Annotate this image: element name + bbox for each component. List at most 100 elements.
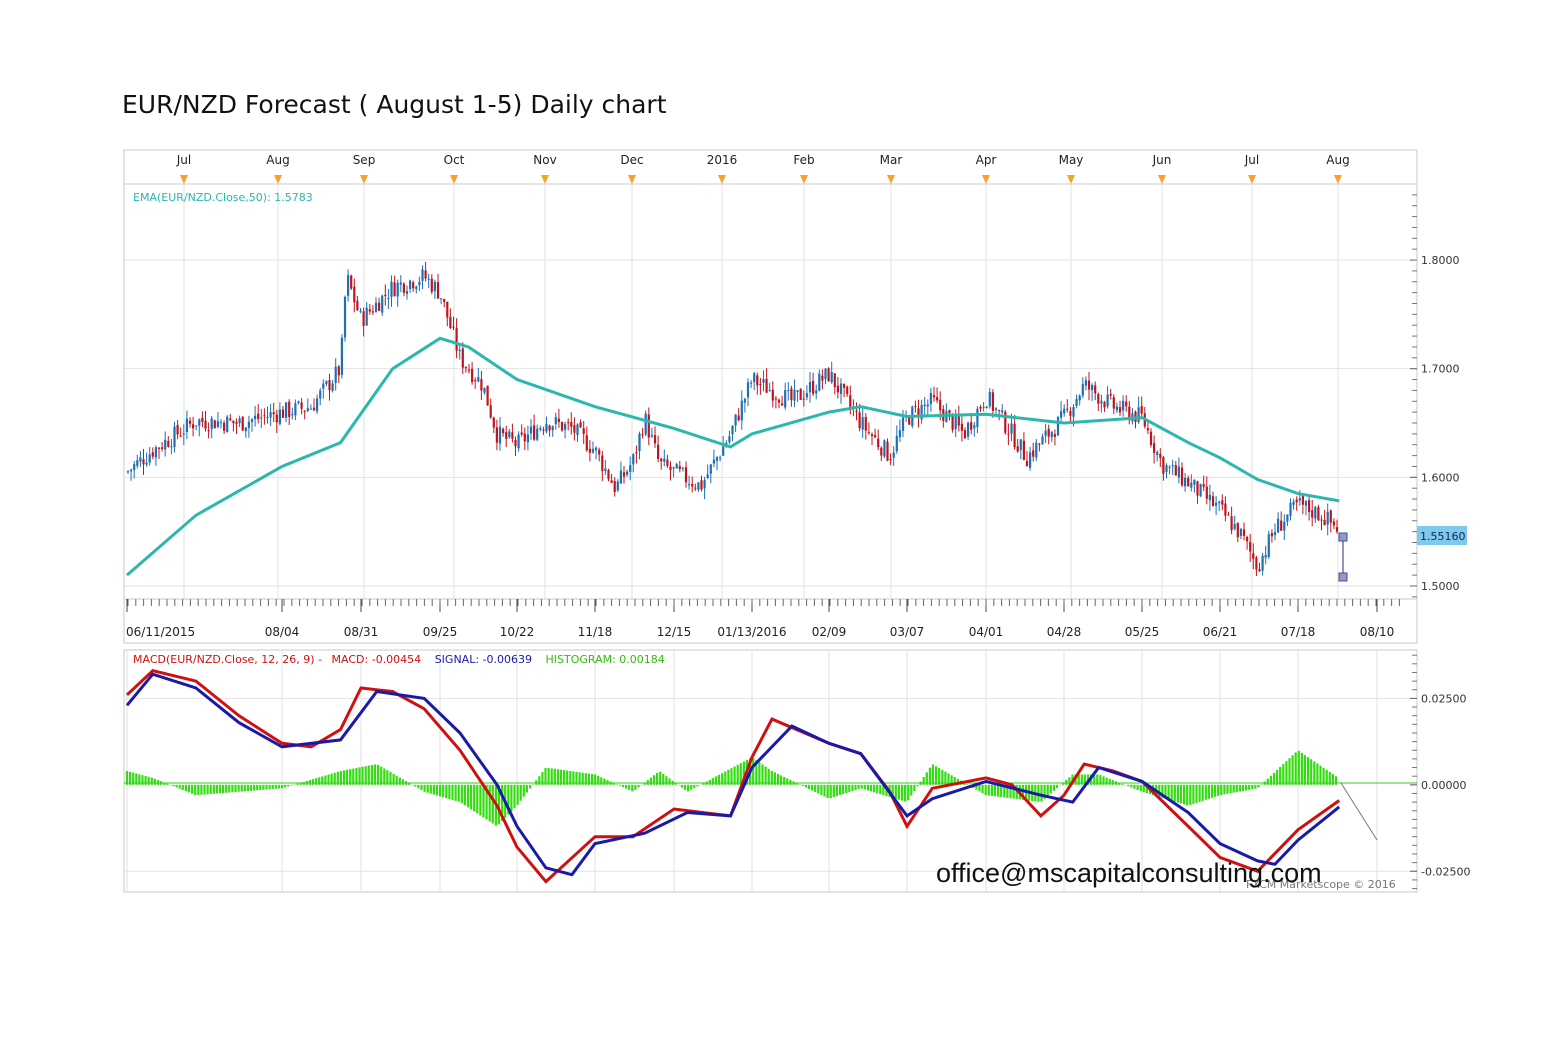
candle-body xyxy=(629,465,632,472)
date-label: 02/09 xyxy=(812,625,847,639)
candle-body xyxy=(396,282,399,297)
candle-body xyxy=(598,449,601,455)
histogram-bar xyxy=(243,784,246,792)
histogram-bar xyxy=(1161,784,1164,798)
candle-body xyxy=(378,302,381,311)
histogram-bar xyxy=(485,784,488,820)
histogram-bar xyxy=(1307,757,1310,785)
price-projection[interactable] xyxy=(1338,532,1348,582)
candle-body xyxy=(545,424,548,432)
histogram-bar xyxy=(1049,784,1052,794)
candle-body xyxy=(777,399,781,403)
candle-body xyxy=(1174,465,1177,476)
histogram-bar xyxy=(947,773,950,785)
ema-label: EMA(EUR/NZD.Close,50): 1.5783 xyxy=(133,191,313,204)
candle-body xyxy=(402,283,405,293)
histogram-bar xyxy=(1046,784,1049,797)
histogram-bar xyxy=(166,783,169,785)
candle-body xyxy=(505,432,508,439)
histogram-bar xyxy=(556,769,559,785)
macd-tick-label: 0.02500 xyxy=(1421,692,1467,705)
candle-body xyxy=(148,454,151,463)
histogram-bar xyxy=(752,758,755,785)
histogram-bar xyxy=(897,784,900,800)
candle-body xyxy=(1314,506,1317,519)
candle-body xyxy=(241,416,244,431)
candle-body xyxy=(263,415,266,417)
candle-body xyxy=(994,408,998,411)
histogram-bar xyxy=(931,764,935,785)
candle-body xyxy=(1025,460,1029,467)
candle-body xyxy=(198,419,201,426)
histogram-bar xyxy=(736,764,739,785)
candle-body xyxy=(768,389,771,391)
histogram-bar xyxy=(1189,784,1192,805)
histogram-bar xyxy=(742,761,745,785)
histogram-bar xyxy=(141,775,144,785)
candle-body xyxy=(1091,384,1094,391)
candle-body xyxy=(176,425,179,435)
candle-body xyxy=(898,430,901,438)
histogram-bar xyxy=(882,784,885,796)
candle-body xyxy=(833,373,836,388)
candle-body xyxy=(1038,443,1041,445)
date-label: 04/01 xyxy=(969,625,1004,639)
candle-body xyxy=(1199,484,1202,497)
candle-body xyxy=(1211,496,1215,506)
candle-body xyxy=(139,457,142,462)
histogram-bar xyxy=(172,784,175,787)
candle-body xyxy=(157,447,161,449)
histogram-bar xyxy=(466,784,470,808)
histogram-bar xyxy=(597,775,600,785)
candle-body xyxy=(1308,500,1311,513)
candle-body xyxy=(1255,557,1258,570)
candle-body xyxy=(517,434,520,449)
month-marker xyxy=(628,175,636,184)
candle-body xyxy=(892,452,895,458)
candle-body xyxy=(1252,553,1255,559)
month-strip xyxy=(123,149,1418,185)
histogram-bar xyxy=(1186,784,1189,806)
candle-body xyxy=(204,420,207,429)
histogram-bar xyxy=(1232,784,1235,793)
histogram-bar xyxy=(640,784,643,786)
histogram-bar xyxy=(987,784,990,796)
histogram-bar xyxy=(426,784,429,793)
histogram-bar xyxy=(739,763,742,785)
candle-body xyxy=(467,369,471,371)
month-marker xyxy=(1158,175,1166,184)
candle-body xyxy=(359,310,362,312)
histogram-bar xyxy=(1059,784,1062,786)
histogram-bar xyxy=(913,784,916,791)
histogram-bar xyxy=(721,773,724,785)
histogram-bar xyxy=(820,784,823,795)
histogram-bar xyxy=(237,784,240,792)
candle-body xyxy=(1159,453,1162,459)
last-price-tag xyxy=(1417,526,1467,545)
candle-body xyxy=(374,302,378,312)
candle-body xyxy=(570,422,573,427)
histogram-bar xyxy=(696,784,699,787)
histogram-bar xyxy=(761,764,764,785)
histogram-bar xyxy=(460,784,463,804)
histogram-bar xyxy=(463,784,466,806)
histogram-bar xyxy=(1102,776,1105,785)
candle-body xyxy=(1289,502,1292,516)
histogram-bar xyxy=(528,784,532,789)
price-axis: 1.5000 1.6000 1.7000 1.8000 xyxy=(1410,194,1460,598)
candle-body xyxy=(536,428,539,440)
candle-body xyxy=(464,367,467,369)
histogram-bar xyxy=(587,773,590,785)
candle-body xyxy=(1084,380,1087,386)
candle-body xyxy=(1100,400,1103,404)
candle-body xyxy=(1153,443,1156,453)
candle-body xyxy=(1146,428,1149,431)
histogram-bar xyxy=(191,784,194,794)
candle-body xyxy=(179,435,182,437)
histogram-bar xyxy=(838,784,842,796)
histogram-bar xyxy=(156,779,160,785)
histogram-bar xyxy=(857,784,860,789)
histogram-bar xyxy=(311,779,315,785)
candle-body xyxy=(684,467,688,483)
